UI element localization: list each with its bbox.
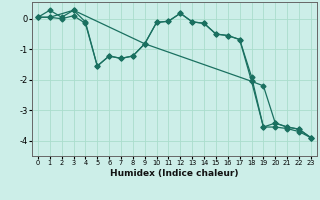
X-axis label: Humidex (Indice chaleur): Humidex (Indice chaleur) [110,169,239,178]
